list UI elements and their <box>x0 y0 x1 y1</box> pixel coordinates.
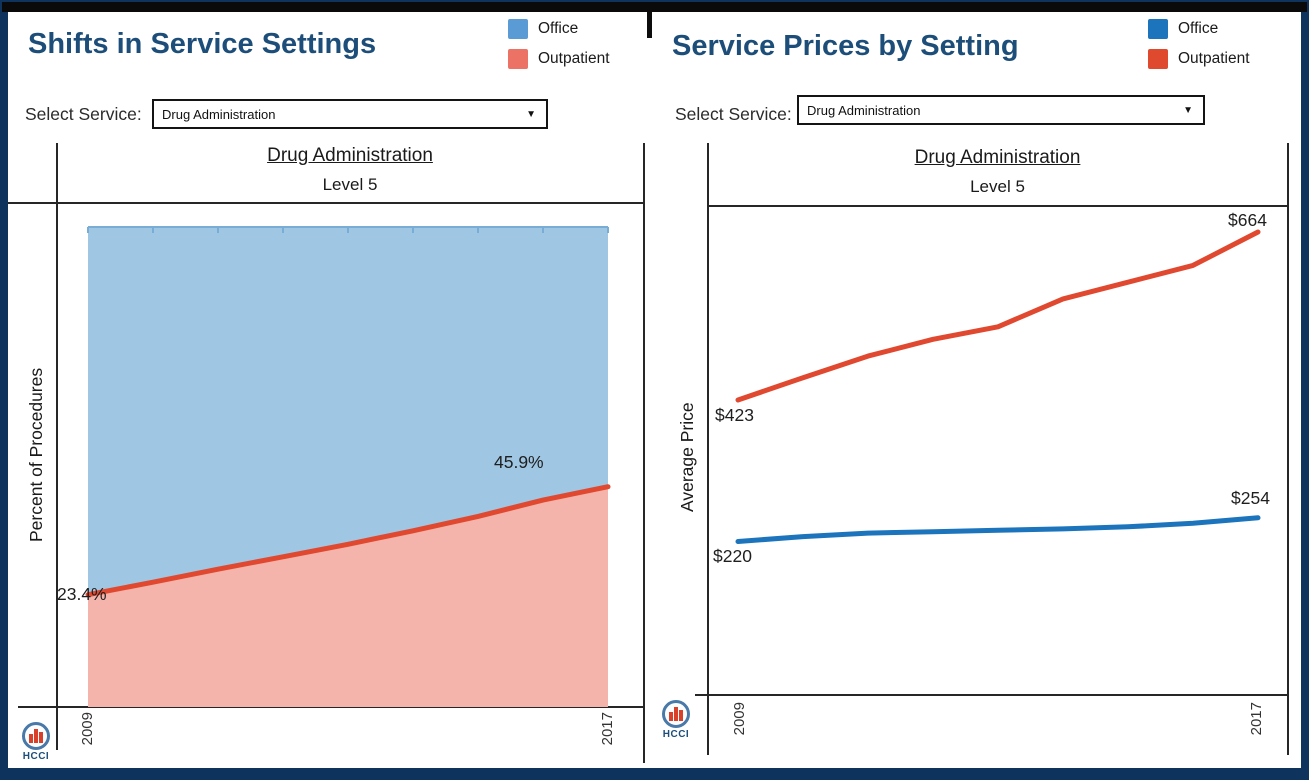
y-axis-title: Average Price <box>677 402 697 512</box>
office-swatch-icon <box>1148 19 1168 39</box>
y-axis-line <box>56 143 58 750</box>
legend-item-outpatient[interactable]: Outpatient <box>508 44 610 74</box>
legend-prices: Office Outpatient <box>1148 14 1250 74</box>
right-frame-line <box>1287 143 1289 755</box>
panel-shifts-in-service-settings: Shifts in Service Settings Office Outpat… <box>8 12 645 768</box>
chart-subtitle: Level 5 <box>322 175 378 194</box>
chart-title: Drug Administration <box>707 147 1288 169</box>
hcci-logo-icon <box>22 722 50 750</box>
x-axis-line <box>695 694 1289 696</box>
annotation-outpatient-2017: 45.9% <box>494 452 544 472</box>
legend-item-outpatient[interactable]: Outpatient <box>1148 44 1250 74</box>
x-tick-2017: 2017 <box>1248 702 1265 736</box>
select-service-label: Select Service: <box>675 104 792 124</box>
legend-shifts: Office Outpatient <box>508 14 610 74</box>
window-top-border <box>2 2 1307 12</box>
hcci-logo: HCCI <box>13 722 59 762</box>
chevron-down-icon: ▼ <box>526 108 536 120</box>
hcci-logo-icon <box>662 700 690 728</box>
page-title-shifts: Shifts in Service Settings <box>28 28 377 60</box>
y-axis-line <box>707 143 709 755</box>
line-chart-average-price[interactable] <box>645 12 1301 768</box>
service-dropdown[interactable]: Drug Administration ▼ <box>797 95 1205 125</box>
hcci-logo-glyph-icon <box>668 707 684 721</box>
hcci-logo: HCCI <box>653 700 699 740</box>
chart-title-text: Drug Administration <box>914 147 1081 168</box>
legend-item-office[interactable]: Office <box>508 14 610 44</box>
annotation-outpatient-2009: 23.4% <box>57 584 107 604</box>
hcci-logo-text: HCCI <box>662 729 690 740</box>
annotation-office-2009: $220 <box>713 546 752 566</box>
page-title-prices: Service Prices by Setting <box>672 30 1019 62</box>
select-service-label: Select Service: <box>25 104 142 124</box>
x-tick-2009: 2009 <box>79 712 96 746</box>
x-tick-2017: 2017 <box>599 712 616 746</box>
service-dropdown[interactable]: Drug Administration ▼ <box>152 99 548 129</box>
dropdown-value: Drug Administration <box>162 106 276 122</box>
legend-item-office[interactable]: Office <box>1148 14 1250 44</box>
title-divider-line <box>707 205 1289 207</box>
title-divider-line <box>8 202 645 204</box>
legend-label-outpatient: Outpatient <box>538 50 610 67</box>
hcci-logo-glyph-icon <box>28 729 44 743</box>
x-tick-2009: 2009 <box>731 702 748 736</box>
panel-seam <box>647 12 652 38</box>
legend-label-outpatient: Outpatient <box>1178 50 1250 67</box>
annotation-outpatient-2017: $664 <box>1228 210 1267 230</box>
area-chart-percent-of-procedures[interactable] <box>8 12 645 768</box>
chart-subtitle: Level 5 <box>970 177 1025 196</box>
outpatient-swatch-icon <box>508 49 528 69</box>
hcci-logo-text: HCCI <box>22 751 50 762</box>
annotation-outpatient-2009: $423 <box>715 405 754 425</box>
legend-label-office: Office <box>538 20 579 37</box>
annotation-office-2017: $254 <box>1231 488 1270 508</box>
chart-title: Drug Administration <box>57 145 643 167</box>
outpatient-swatch-icon <box>1148 49 1168 69</box>
chevron-down-icon: ▼ <box>1183 104 1193 116</box>
office-swatch-icon <box>508 19 528 39</box>
y-axis-title: Percent of Procedures <box>26 367 46 543</box>
legend-label-office: Office <box>1178 20 1219 37</box>
dropdown-value: Drug Administration <box>807 102 921 118</box>
chart-title-text: Drug Administration <box>267 145 433 166</box>
panel-service-prices-by-setting: Service Prices by Setting Office Outpati… <box>645 12 1301 768</box>
right-frame-line <box>643 143 645 763</box>
